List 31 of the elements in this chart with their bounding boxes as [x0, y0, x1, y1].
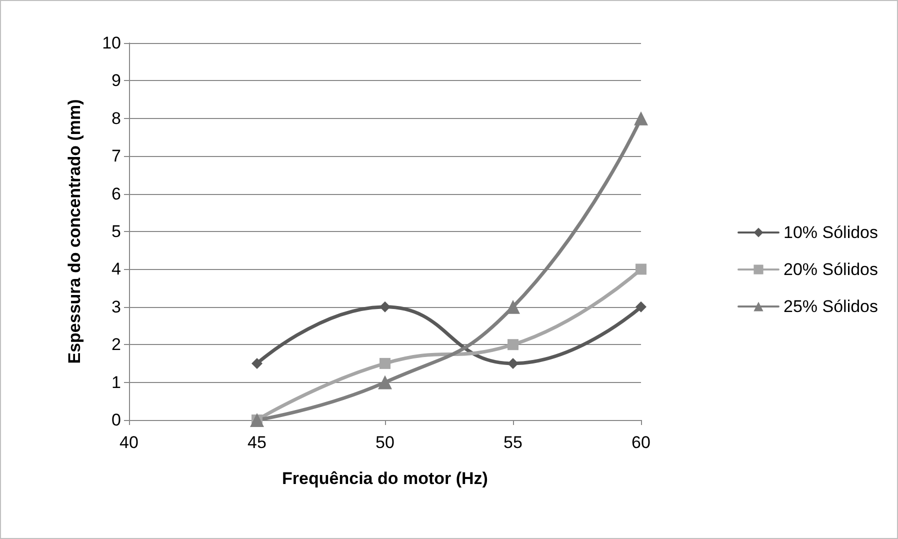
y-tick-label: 3 [112, 297, 121, 316]
point [380, 301, 390, 312]
point [634, 111, 648, 126]
legend-label: 20% Sólidos [783, 260, 878, 279]
y-tick-label: 2 [112, 335, 121, 354]
y-tick-label: 4 [112, 260, 121, 279]
x-tick-label: 50 [376, 433, 394, 452]
y-tick-label: 6 [112, 184, 121, 204]
x-tick-label: 45 [248, 433, 266, 452]
x-axis-title: Frequência do motor (Hz) [282, 469, 488, 488]
legend-label: 10% Sólidos [783, 223, 878, 242]
x-tick-label: 55 [504, 433, 522, 452]
x-tick-label: 60 [632, 433, 650, 452]
x-tick-label: 40 [120, 433, 138, 452]
y-tick-label: 10 [102, 34, 121, 52]
point [380, 358, 390, 369]
y-tick-label: 0 [112, 410, 121, 430]
y-tick-label: 1 [112, 372, 121, 392]
y-tick-label: 5 [112, 222, 121, 241]
point [508, 358, 518, 369]
point [636, 301, 646, 312]
y-axis-title: Espessura do concentrado (mm) [65, 99, 84, 364]
y-tick-label: 7 [112, 146, 121, 166]
y-tick-label: 9 [112, 71, 121, 90]
point [252, 358, 262, 369]
legend-label: 25% Sólidos [783, 297, 878, 316]
point [636, 264, 646, 275]
point [508, 339, 518, 350]
point [378, 375, 392, 390]
point [506, 300, 520, 314]
y-tick-label: 8 [112, 108, 121, 128]
